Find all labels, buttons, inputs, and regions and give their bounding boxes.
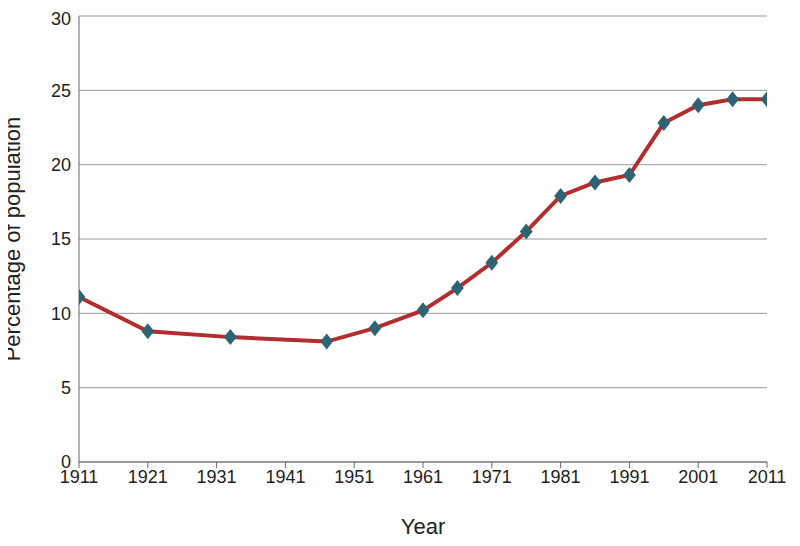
svg-text:25: 25 (51, 81, 71, 101)
svg-text:1971: 1971 (472, 467, 512, 487)
svg-text:1931: 1931 (197, 467, 237, 487)
svg-text:1991: 1991 (609, 467, 649, 487)
svg-text:10: 10 (51, 304, 71, 324)
svg-text:1911: 1911 (59, 466, 99, 487)
svg-text:2011: 2011 (748, 467, 787, 487)
svg-text:Year: Year (401, 514, 445, 538)
svg-text:1981: 1981 (541, 467, 581, 487)
svg-text:0: 0 (61, 452, 71, 472)
svg-text:2001: 2001 (678, 467, 718, 487)
svg-text:1961: 1961 (403, 467, 443, 487)
svg-text:1921: 1921 (128, 467, 168, 487)
svg-text:20: 20 (51, 155, 71, 175)
svg-text:30: 30 (51, 9, 71, 29)
svg-text:15: 15 (51, 229, 71, 249)
svg-text:1941: 1941 (265, 467, 305, 487)
svg-text:1951: 1951 (334, 467, 374, 487)
svg-text:Percentage of population: Percentage of population (8, 117, 25, 362)
svg-text:5: 5 (61, 378, 71, 398)
